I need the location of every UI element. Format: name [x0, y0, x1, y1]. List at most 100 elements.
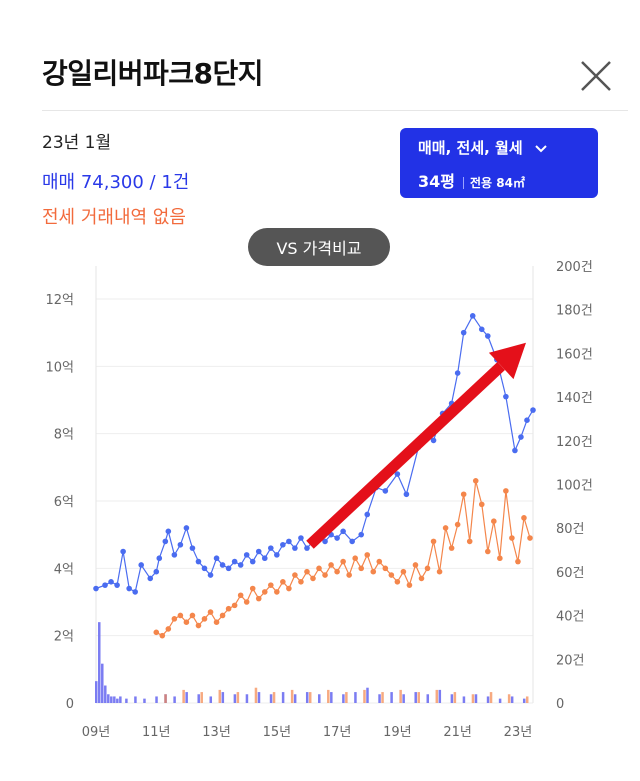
data-point-jeonse: [491, 518, 497, 524]
y-right-tick-label: 140건: [556, 391, 593, 406]
data-point-sale: [138, 562, 145, 568]
vs-price-compare-button[interactable]: VS 가격비교: [248, 228, 390, 266]
data-point-sale: [460, 329, 467, 336]
trade-type-filter-button[interactable]: 매매, 전세, 월세 34평 전용 84㎡: [400, 128, 598, 198]
y-left-tick-label: 2억: [54, 630, 74, 645]
volume-bar-sale: [143, 698, 146, 703]
volume-bar-sale: [104, 685, 107, 703]
data-point-jeonse: [515, 558, 521, 565]
page-title: 강일리버파크8단지: [42, 57, 264, 90]
data-point-sale: [340, 528, 346, 535]
y-left-tick-label: 0: [66, 697, 74, 712]
data-point-sale: [430, 437, 437, 444]
data-point-jeonse: [225, 605, 232, 612]
data-point-jeonse: [268, 582, 274, 588]
data-point-sale: [382, 488, 389, 494]
data-point-jeonse: [352, 555, 358, 562]
y-right-tick-label: 40건: [556, 610, 585, 625]
data-point-jeonse: [195, 622, 202, 629]
data-point-sale: [147, 575, 154, 582]
data-point-sale: [153, 568, 160, 575]
volume-bar-sale: [95, 681, 98, 703]
volume-bar-jeonse: [254, 687, 258, 703]
volume-bar-sale: [522, 698, 526, 703]
data-point-jeonse: [255, 595, 262, 602]
data-point-jeonse: [316, 565, 322, 572]
data-point-sale: [225, 565, 232, 572]
selected-date: 23년 1월: [42, 133, 112, 153]
data-point-sale: [503, 393, 509, 400]
volume-bar-jeonse: [327, 689, 330, 703]
volume-bar-sale: [293, 694, 297, 703]
data-point-jeonse: [286, 585, 292, 592]
y-right-tick-label: 200건: [556, 260, 593, 275]
data-point-sale: [165, 528, 172, 535]
data-point-jeonse: [280, 579, 286, 585]
volume-bar-sale: [257, 692, 261, 703]
volume-bar-sale: [113, 696, 116, 703]
data-point-jeonse: [436, 568, 443, 575]
data-point-sale: [201, 565, 208, 572]
data-point-sale: [530, 407, 536, 413]
data-point-jeonse: [497, 555, 503, 562]
data-point-sale: [286, 538, 292, 545]
data-point-jeonse: [171, 616, 178, 622]
volume-bar-sale: [510, 696, 514, 703]
data-point-sale: [469, 313, 476, 319]
volume-bar-sale: [245, 694, 249, 703]
pyeong-size: 34평: [418, 172, 455, 191]
volume-bar-jeonse: [471, 694, 475, 703]
volume-bar-sale: [486, 696, 490, 703]
data-point-jeonse: [328, 562, 334, 568]
data-point-sale: [484, 333, 491, 339]
data-point-jeonse: [430, 538, 437, 545]
x-tick-label: 23년: [504, 725, 533, 740]
data-point-sale: [322, 538, 328, 545]
volume-bar-sale: [330, 692, 333, 703]
y-left-tick-label: 10억: [45, 360, 74, 375]
trend-arrow-head: [488, 342, 526, 380]
y-left-tick-label: 8억: [54, 428, 74, 443]
volume-bar-jeonse: [417, 692, 420, 703]
data-point-sale: [237, 562, 244, 568]
data-point-sale: [114, 582, 120, 588]
data-point-jeonse: [424, 565, 431, 572]
volume-bar-sale: [426, 694, 430, 703]
volume-bar-sale: [354, 692, 357, 703]
data-point-sale: [403, 491, 410, 498]
data-point-jeonse: [460, 491, 467, 498]
volume-bar-sale: [197, 694, 200, 703]
volume-bar-sale: [209, 696, 213, 703]
x-tick-label: 17년: [323, 725, 352, 740]
y-right-tick-label: 60건: [556, 566, 585, 581]
volume-bar-sale: [474, 694, 478, 703]
data-point-jeonse: [237, 592, 244, 599]
x-tick-label: 15년: [263, 725, 292, 740]
data-point-sale: [364, 511, 371, 518]
data-point-jeonse: [370, 568, 377, 575]
volume-bar-sale: [101, 663, 104, 703]
y-left-tick-label: 6억: [54, 495, 74, 510]
data-point-sale: [195, 558, 202, 565]
data-point-jeonse: [310, 575, 316, 582]
data-point-sale: [524, 417, 530, 424]
data-point-sale: [268, 545, 274, 551]
y-left-tick-label: 4억: [54, 562, 74, 577]
trend-arrow-annotation: [306, 342, 526, 549]
data-point-jeonse: [418, 575, 425, 582]
volume-bar-jeonse: [399, 689, 402, 703]
volume-bar-jeonse: [453, 692, 457, 703]
y-right-tick-label: 100건: [556, 479, 593, 494]
data-point-sale: [120, 548, 126, 555]
x-tick-label: 09년: [82, 725, 111, 740]
volume-bar-sale: [462, 696, 466, 703]
data-point-jeonse: [442, 525, 449, 531]
data-point-sale: [478, 326, 485, 333]
data-point-sale: [219, 562, 226, 568]
volume-bar-jeonse: [290, 689, 294, 703]
close-button[interactable]: [578, 58, 614, 94]
data-point-sale: [243, 552, 250, 558]
y-right-tick-label: 0: [556, 697, 564, 712]
data-point-sale: [349, 538, 355, 545]
